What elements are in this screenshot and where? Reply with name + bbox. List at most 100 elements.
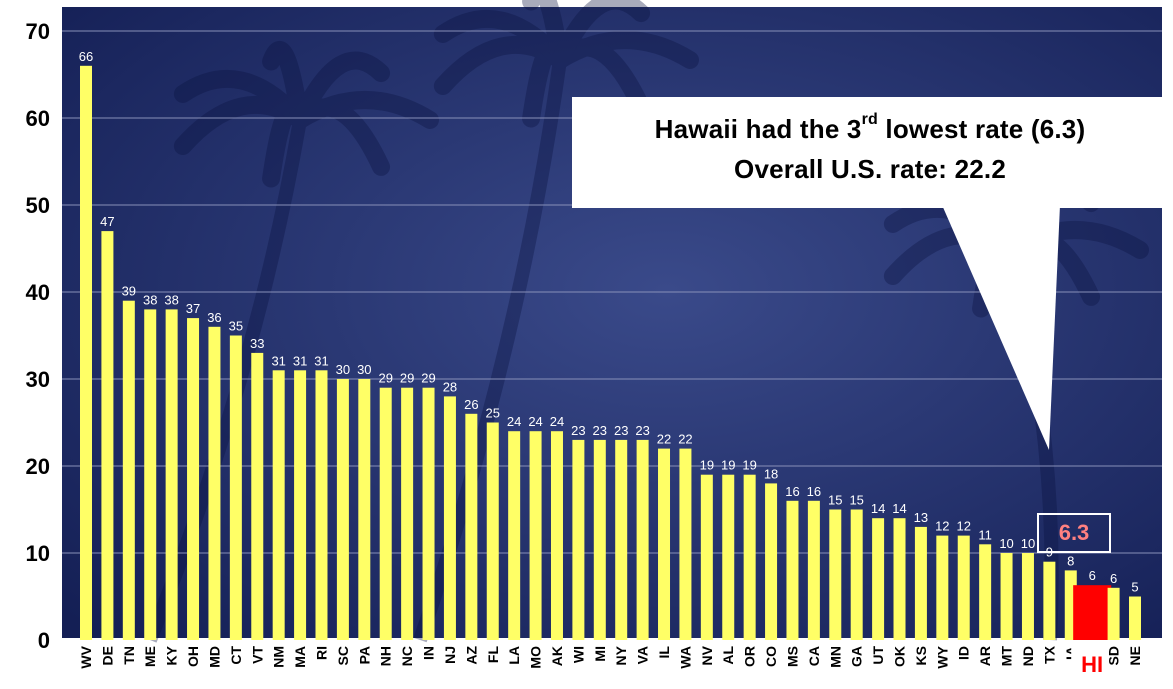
- x-tick-label-in: IN: [421, 646, 437, 660]
- x-tick-label-ca: CA: [806, 646, 822, 666]
- bar-me: [144, 309, 157, 640]
- bar-fl: [486, 422, 499, 640]
- bar-ut: [872, 518, 885, 640]
- palm-frond: [551, 0, 651, 69]
- callout-line-2: Overall U.S. rate: 22.2: [734, 154, 1006, 184]
- data-label-ne: 5: [1131, 580, 1138, 595]
- data-label-md: 36: [207, 310, 221, 325]
- data-label-wa: 22: [678, 432, 692, 447]
- data-label-mi: 23: [593, 423, 607, 438]
- bar-tn: [122, 300, 135, 640]
- data-label-ri: 31: [314, 353, 328, 368]
- x-tick-label-mt: MT: [999, 646, 1015, 667]
- y-tick-label: 70: [26, 19, 50, 44]
- x-tick-label-wv: WV: [78, 645, 94, 668]
- data-label-nd: 10: [1021, 536, 1035, 551]
- x-tick-label-oh: OH: [185, 646, 201, 667]
- bar-nh: [379, 387, 392, 640]
- bar-wa: [679, 448, 692, 640]
- bar-ky: [165, 309, 178, 640]
- callout-line-1: Hawaii had the 3rd lowest rate (6.3): [573, 111, 1167, 145]
- bar-wi: [572, 439, 585, 640]
- bar-sd: [1107, 587, 1120, 640]
- x-tick-label-or: OR: [742, 646, 758, 667]
- x-tick-label-az: AZ: [463, 646, 479, 665]
- x-tick-label-ok: OK: [892, 646, 908, 667]
- x-tick-label-il: IL: [656, 646, 672, 659]
- data-label-in: 29: [421, 371, 435, 386]
- palm-frond: [522, 39, 569, 128]
- palm-frond: [433, 35, 569, 96]
- x-tick-label-ks: KS: [913, 646, 929, 665]
- x-tick-label-nh: NH: [378, 646, 394, 666]
- data-label-il: 22: [657, 432, 671, 447]
- bar-mt: [1000, 553, 1013, 640]
- palm-frond: [291, 98, 391, 176]
- bar-ne: [1129, 596, 1141, 640]
- x-tick-label-pa: PA: [356, 646, 372, 664]
- data-label-la: 24: [507, 414, 521, 429]
- callout-line-1-superscript: rd: [861, 111, 878, 129]
- x-tick-label-me: ME: [142, 646, 158, 667]
- callout-pointer: [942, 205, 1060, 450]
- x-tick-label-md: MD: [206, 646, 222, 668]
- bar-nc: [401, 387, 414, 640]
- bar-nv: [700, 474, 713, 640]
- y-tick-label: 0: [38, 628, 50, 653]
- x-tick-label-sc: SC: [335, 646, 351, 665]
- bar-ms: [786, 500, 799, 640]
- x-tick-label-mi: MI: [592, 646, 608, 662]
- x-tick-label-ri: RI: [313, 646, 329, 660]
- bar-la: [508, 431, 521, 640]
- bar-pa: [358, 379, 371, 640]
- y-tick-label: 10: [26, 541, 50, 566]
- data-label-or: 19: [742, 458, 756, 473]
- data-label-nj: 28: [443, 379, 457, 394]
- data-label-me: 38: [143, 292, 157, 307]
- data-label-de: 47: [100, 214, 114, 229]
- x-tick-label-ky: KY: [164, 645, 180, 665]
- data-label-vt: 33: [250, 336, 264, 351]
- bar-de: [101, 231, 114, 640]
- palm-frond: [173, 95, 309, 156]
- data-label-mt: 10: [999, 536, 1013, 551]
- x-tick-label-nm: NM: [271, 646, 287, 668]
- data-label-sc: 30: [336, 362, 350, 377]
- bar-ca: [807, 500, 820, 640]
- y-tick-label: 30: [26, 367, 50, 392]
- x-tick-label-wi: WI: [570, 646, 586, 663]
- data-label-pa: 30: [357, 362, 371, 377]
- data-label-ak: 24: [550, 414, 564, 429]
- bar-mo: [529, 431, 542, 640]
- x-tick-label-ar: AR: [977, 646, 993, 666]
- x-tick-label-mn: MN: [827, 646, 843, 668]
- hi-label-background: [1071, 642, 1114, 688]
- bar-ny: [615, 439, 628, 640]
- x-tick-label-ny: NY: [613, 645, 629, 665]
- y-axis: 0 10 20 30 40 50 60 70: [26, 19, 50, 653]
- data-label-oh: 37: [186, 301, 200, 316]
- data-label-hi: 6: [1089, 568, 1096, 583]
- bar-il: [658, 448, 671, 640]
- bar-sc: [336, 379, 349, 640]
- bar-mi: [593, 439, 606, 640]
- y-tick-label: 20: [26, 454, 50, 479]
- data-label-co: 18: [764, 466, 778, 481]
- palm-frond: [551, 38, 651, 116]
- data-label-wi: 23: [571, 423, 585, 438]
- callout-line-1-suffix: lowest rate (6.3): [877, 114, 1086, 144]
- bar-hi: [1073, 585, 1112, 640]
- palm-frond: [433, 9, 569, 69]
- data-label-ct: 35: [229, 319, 243, 334]
- bar-va: [636, 439, 649, 640]
- data-label-id: 12: [957, 519, 971, 534]
- x-tick-label-mo: MO: [528, 646, 544, 669]
- data-label-sd: 6: [1110, 571, 1117, 586]
- x-tick-label-fl: FL: [485, 646, 501, 664]
- y-tick-label: 50: [26, 193, 50, 218]
- y-tick-label: 40: [26, 280, 50, 305]
- x-tick-label-ct: CT: [228, 646, 244, 665]
- x-tick-label-ga: GA: [849, 646, 865, 667]
- palm-frond: [262, 99, 309, 188]
